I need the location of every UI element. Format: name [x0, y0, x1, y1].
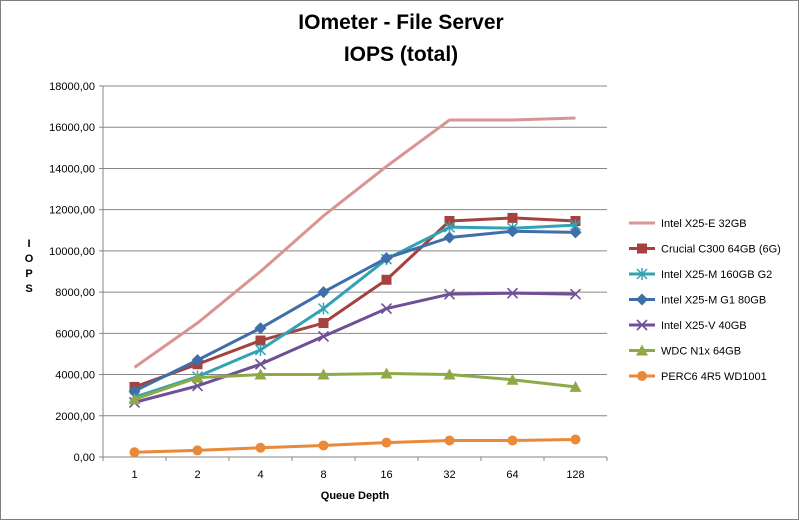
y-tick-label: 2000,00 [55, 411, 95, 423]
chart-title: IOmeter - File Server [298, 11, 504, 34]
legend-label: WDC N1x 64GB [661, 346, 741, 358]
legend-marker [637, 243, 647, 254]
y-tick-label: 14000,00 [49, 163, 95, 175]
series-line [133, 229, 576, 393]
y-axis-title-letter: O [25, 253, 34, 265]
x-tick-label: 8 [320, 469, 326, 481]
legend-marker [636, 344, 648, 356]
x-tick-label: 64 [506, 469, 518, 481]
data-point [570, 434, 581, 445]
data-point [255, 442, 266, 453]
data-point [569, 288, 582, 300]
y-tick-label: 4000,00 [55, 370, 95, 382]
data-point [318, 318, 329, 329]
data-point [317, 330, 330, 342]
data-point [506, 373, 519, 385]
data-point [255, 335, 266, 346]
data-point [443, 231, 456, 244]
y-tick-label: 12000,00 [49, 205, 95, 217]
data-point [506, 287, 519, 299]
legend-label: Crucial C300 64GB (6G) [661, 244, 781, 256]
legend-marker [636, 293, 648, 306]
data-point [192, 445, 203, 456]
data-point [569, 380, 582, 392]
data-point [381, 274, 392, 285]
data-point [506, 225, 519, 238]
data-point [507, 435, 518, 446]
data-point [191, 371, 204, 383]
x-tick-label: 2 [194, 469, 200, 481]
y-axis-title-letter: S [25, 283, 32, 295]
legend-label: Intel X25-V 40GB [661, 320, 747, 332]
data-point [443, 288, 456, 300]
data-point [380, 303, 393, 315]
data-point [444, 216, 455, 227]
legend-label: Intel X25-E 32GB [661, 218, 747, 230]
data-point [128, 393, 141, 405]
x-tick-label: 4 [257, 469, 263, 481]
data-point [507, 212, 518, 223]
y-tick-label: 16000,00 [49, 122, 95, 134]
legend-label: Intel X25-M 160GB G2 [661, 269, 772, 281]
legend-marker [637, 371, 647, 381]
y-axis-title-letter: I [27, 238, 30, 250]
data-point [444, 435, 455, 446]
series-line [134, 291, 576, 404]
data-point [317, 368, 330, 380]
x-tick-label: 128 [566, 469, 584, 481]
y-axis-title-letter: P [25, 268, 32, 280]
data-point [381, 437, 392, 448]
data-point [254, 343, 267, 356]
legend-label: PERC6 4R5 WD1001 [661, 371, 767, 383]
data-point [129, 447, 140, 458]
data-point [443, 221, 456, 234]
data-point [380, 252, 393, 265]
y-tick-label: 10000,00 [49, 246, 95, 258]
x-tick-label: 32 [443, 469, 455, 481]
legend-label: Intel X25-M G1 80GB [661, 295, 766, 307]
legend-marker [636, 268, 648, 280]
data-point [254, 358, 267, 370]
series-line [134, 223, 576, 399]
y-tick-label: 0,00 [74, 452, 95, 464]
series-line [133, 116, 576, 369]
x-axis-title: Queue Depth [321, 490, 390, 502]
y-tick-label: 8000,00 [55, 287, 95, 299]
series-line [133, 216, 576, 389]
data-point [380, 367, 393, 379]
x-tick-label: 16 [380, 469, 392, 481]
y-tick-label: 18000,00 [49, 81, 95, 93]
x-tick-label: 1 [131, 469, 137, 481]
data-point [317, 286, 330, 299]
legend-marker [636, 319, 648, 331]
data-point [128, 385, 141, 398]
y-tick-label: 6000,00 [55, 328, 95, 340]
data-point [317, 302, 330, 315]
data-point [191, 354, 204, 367]
data-point [254, 368, 267, 380]
data-point [443, 368, 456, 380]
series-line [134, 372, 576, 401]
data-point [318, 440, 329, 451]
data-point [569, 226, 582, 239]
chart-subtitle: IOPS (total) [343, 43, 459, 66]
series-line [134, 437, 576, 454]
data-point [254, 322, 267, 335]
